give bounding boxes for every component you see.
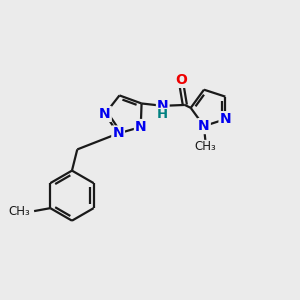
Text: CH₃: CH₃ [195,140,216,153]
Text: N: N [135,120,147,134]
Text: N: N [220,112,231,126]
Text: CH₃: CH₃ [9,205,31,218]
Text: O: O [176,73,187,87]
Text: H: H [157,108,168,121]
Text: N: N [112,127,124,140]
Text: N: N [198,119,210,133]
Text: N: N [157,99,169,113]
Text: N: N [99,107,111,121]
